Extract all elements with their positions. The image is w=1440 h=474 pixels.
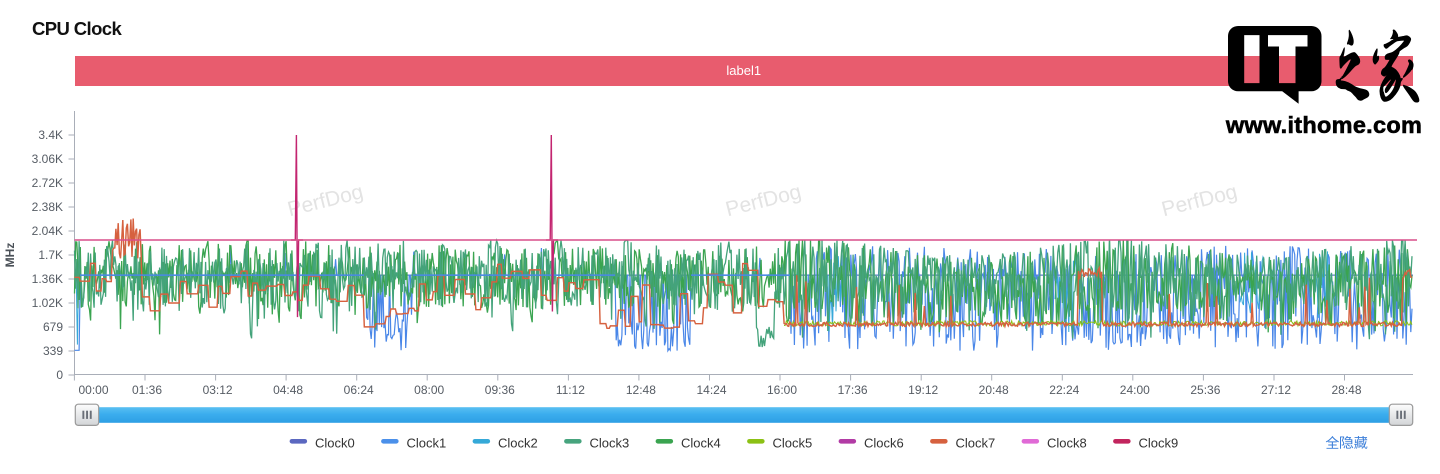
svg-text:3.06K: 3.06K: [32, 152, 63, 166]
svg-text:1.7K: 1.7K: [38, 248, 63, 262]
svg-text:Clock5: Clock5: [773, 435, 813, 450]
svg-text:28:48: 28:48: [1331, 383, 1361, 397]
svg-text:09:36: 09:36: [485, 383, 515, 397]
svg-text:Clock4: Clock4: [681, 435, 721, 450]
svg-text:PerfDog: PerfDog: [723, 180, 803, 221]
svg-text:Clock8: Clock8: [1047, 435, 1087, 450]
svg-text:PerfDog: PerfDog: [1159, 180, 1239, 221]
svg-text:04:48: 04:48: [273, 383, 303, 397]
svg-text:06:24: 06:24: [344, 383, 374, 397]
svg-text:19:12: 19:12: [908, 383, 938, 397]
svg-text:2.72K: 2.72K: [32, 176, 63, 190]
svg-text:1.02K: 1.02K: [32, 296, 63, 310]
svg-text:27:12: 27:12: [1261, 383, 1291, 397]
svg-text:14:24: 14:24: [696, 383, 726, 397]
svg-text:22:24: 22:24: [1049, 383, 1079, 397]
svg-text:Clock1: Clock1: [407, 435, 447, 450]
svg-text:08:00: 08:00: [414, 383, 444, 397]
svg-text:Clock9: Clock9: [1139, 435, 1179, 450]
svg-text:3.4K: 3.4K: [38, 128, 63, 142]
svg-text:0: 0: [56, 368, 63, 382]
svg-text:Clock6: Clock6: [864, 435, 904, 450]
svg-text:679: 679: [43, 320, 63, 334]
svg-text:Clock2: Clock2: [498, 435, 538, 450]
svg-text:16:00: 16:00: [767, 383, 797, 397]
svg-text:2.38K: 2.38K: [32, 200, 63, 214]
svg-text:Clock3: Clock3: [590, 435, 630, 450]
svg-text:00:00: 00:00: [78, 383, 108, 397]
svg-text:2.04K: 2.04K: [32, 224, 63, 238]
svg-text:12:48: 12:48: [626, 383, 656, 397]
svg-text:MHz: MHz: [3, 243, 17, 268]
svg-text:17:36: 17:36: [838, 383, 868, 397]
svg-text:25:36: 25:36: [1190, 383, 1220, 397]
svg-text:01:36: 01:36: [132, 383, 162, 397]
svg-text:339: 339: [43, 344, 63, 358]
svg-text:www.ithome.com: www.ithome.com: [1225, 112, 1422, 138]
svg-text:11:12: 11:12: [556, 383, 585, 397]
svg-text:Clock0: Clock0: [315, 435, 355, 450]
svg-text:1.36K: 1.36K: [32, 272, 63, 286]
svg-text:24:00: 24:00: [1120, 383, 1150, 397]
svg-text:03:12: 03:12: [203, 383, 233, 397]
svg-text:Clock7: Clock7: [956, 435, 996, 450]
svg-text:20:48: 20:48: [979, 383, 1009, 397]
